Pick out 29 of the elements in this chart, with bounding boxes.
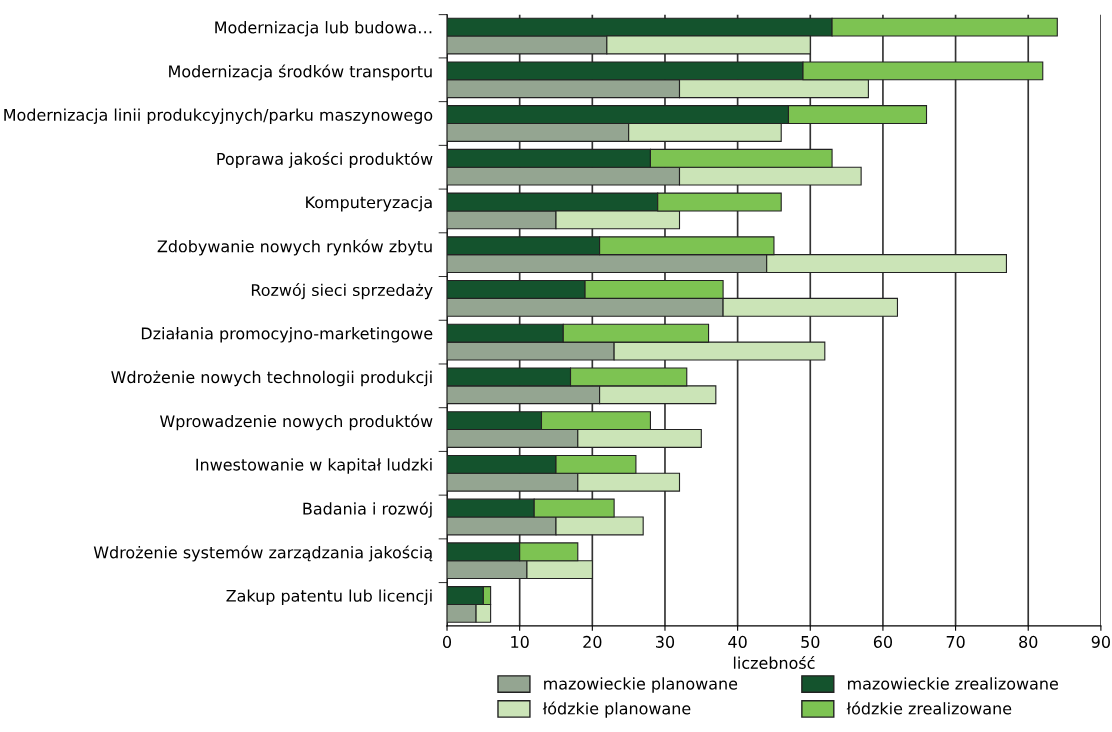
y-tick-label: Zakup patentu lub licencji — [226, 589, 432, 605]
y-tick-label: Modernizacja lub budowa… — [215, 21, 432, 37]
x-tick-label: 40 — [728, 635, 747, 648]
y-tick-label: Działania promocyjno-marketingowe — [141, 327, 433, 343]
y-tick-label: Zdobywanie nowych rynków zbytu — [157, 239, 432, 256]
x-tick-label: 70 — [946, 635, 965, 648]
y-tick-label: Wdrożenie nowych technologii produkcji — [111, 370, 432, 387]
legend-label: mazowieckie zrealizowane — [848, 677, 1058, 690]
x-tick-label: 30 — [656, 635, 675, 648]
legend-label: łódzkie planowane — [542, 701, 691, 718]
y-tick-label: Badania i rozwój — [303, 501, 432, 518]
y-tick-label: Inwestowanie w kapitał ludzki — [196, 458, 432, 474]
legend-label: mazowieckie planowane — [544, 677, 738, 693]
x-tick-label: 50 — [801, 635, 820, 648]
y-tick-label: Rozwój sieci sprzedaży — [251, 283, 433, 300]
y-tick-label: Poprawa jakości produktów — [217, 151, 433, 169]
x-tick-label: 80 — [1019, 635, 1038, 648]
x-tick-label: 0 — [443, 635, 452, 648]
legend-label: łódzkie zrealizowane — [846, 701, 1012, 715]
x-tick-label: 60 — [873, 635, 893, 648]
x-tick-label: 10 — [511, 635, 529, 648]
x-axis-title: liczebność — [733, 655, 815, 669]
x-tick-label: 20 — [583, 635, 602, 648]
y-tick-label: Modernizacja linii produkcyjnych/parku maszynowego — [4, 108, 433, 124]
y-tick-label: Komputeryzacja — [306, 195, 432, 212]
y-tick-label: Wdrożenie systemów zarządzania jakością — [93, 545, 433, 562]
y-tick-label: Wprowadzenie nowych produktów — [159, 414, 433, 431]
x-tick-label: 90 — [1091, 635, 1110, 648]
y-tick-label: Modernizacja środków transportu — [169, 64, 432, 81]
